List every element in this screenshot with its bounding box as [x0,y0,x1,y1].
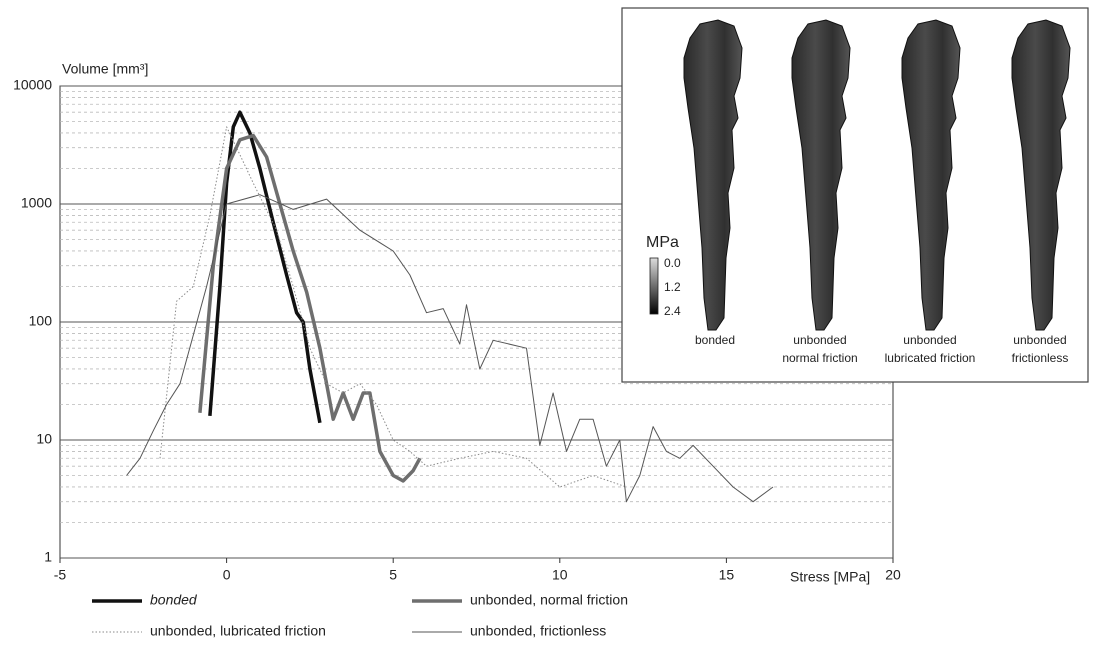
colorbar-tick: 2.4 [664,304,681,318]
legend-label: unbonded, normal friction [470,592,628,608]
plot-area: Volume [mm³] Stress [MPa] 11010010001000… [13,61,901,585]
inset-label: lubricated friction [885,351,976,365]
series-line [208,110,322,424]
x-tick-label: 20 [885,567,901,583]
legend-label: unbonded, frictionless [470,623,606,639]
y-tick-label: 10000 [13,77,52,93]
inset-label: normal friction [782,351,857,365]
x-axis-label: Stress [MPa] [790,569,870,585]
inset-label: bonded [695,333,735,347]
x-tick-label: -5 [54,567,67,583]
y-axis-label: Volume [mm³] [62,61,148,77]
y-tick-label: 1 [44,549,52,565]
y-tick-label: 100 [29,313,53,329]
x-tick-label: 0 [223,567,231,583]
series-line [159,126,627,488]
series-line [126,194,774,503]
inset: MPa 0.0 1.2 2.4 bonded unbonded normal fri… [621,7,1089,383]
colorbar-title: MPa [646,234,679,251]
colorbar-tick: 0.0 [664,256,681,270]
inset-label: unbonded [903,333,956,347]
inset-label: unbonded [1013,333,1066,347]
legend-label: bonded [150,592,198,608]
x-tick-label: 5 [389,567,397,583]
inset-label: frictionless [1012,351,1069,365]
series-line [198,133,422,483]
y-tick-label: 10 [36,431,52,447]
inset-label: unbonded [793,333,846,347]
legend: bonded unbonded, normal friction unbonded,… [92,592,628,639]
colorbar-tick: 1.2 [664,280,681,294]
x-tick-label: 10 [552,567,568,583]
y-tick-label: 1000 [21,195,52,211]
legend-label: unbonded, lubricated friction [150,623,326,639]
x-tick-label: 15 [719,567,735,583]
colorbar [649,257,659,315]
